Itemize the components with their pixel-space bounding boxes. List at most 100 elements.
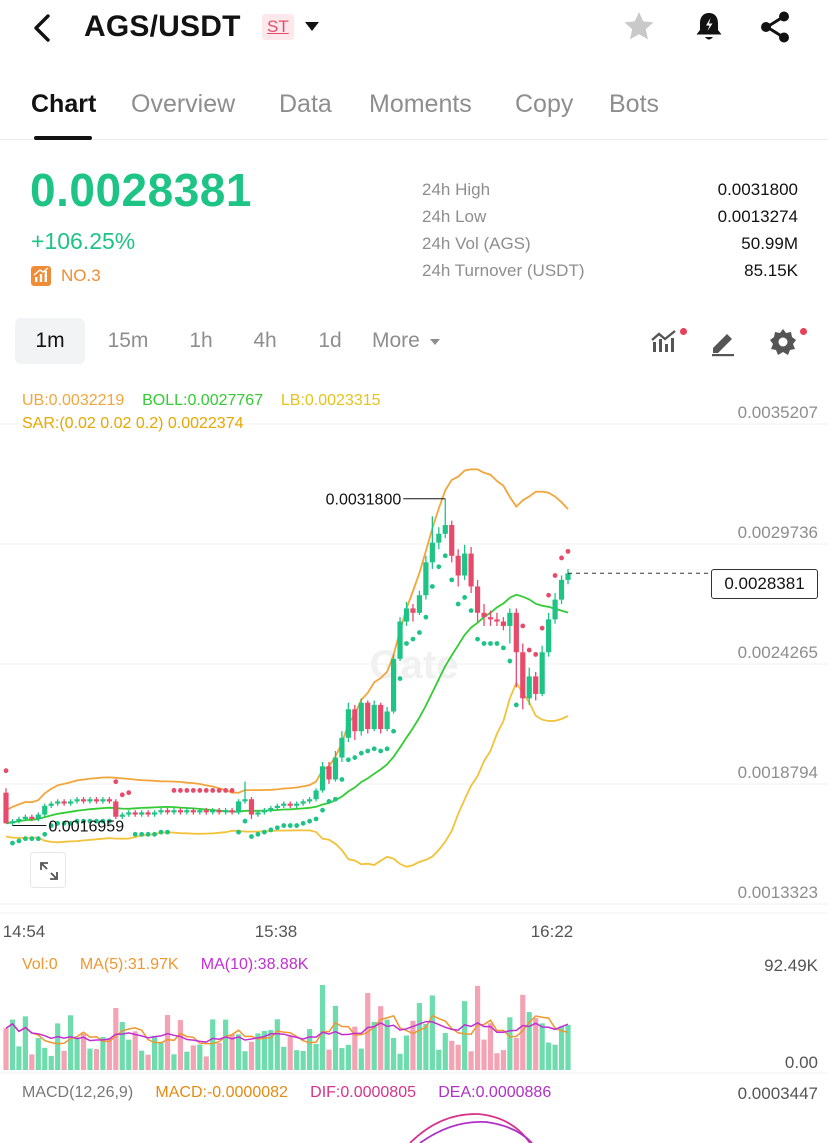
volume-bar	[242, 1051, 248, 1070]
candle	[371, 704, 377, 730]
candle	[455, 555, 461, 576]
macd-axis-max: 0.0003447	[738, 1084, 818, 1103]
candle	[474, 586, 481, 613]
sar-dot	[397, 676, 403, 681]
interval-4h[interactable]: 4h	[253, 329, 277, 352]
time-axis-label: 14:54	[3, 922, 46, 941]
candle	[332, 757, 339, 780]
volume-bar	[507, 1017, 513, 1070]
tab-copy[interactable]: Copy	[515, 90, 574, 118]
boll-lower-band	[5, 680, 569, 868]
interval-15m[interactable]: 15m	[107, 329, 149, 352]
interval-1h[interactable]: 1h	[189, 329, 213, 352]
sar-dot	[152, 831, 157, 837]
kline-chart[interactable]: 0.0035207 0.0029736 0.0024265 0.0018794 0.00…	[0, 380, 828, 1143]
volume-bar	[74, 1037, 80, 1070]
candle	[113, 801, 119, 817]
volume-bar	[449, 1040, 455, 1070]
tab-bots[interactable]: Bots	[609, 90, 660, 118]
sar-dot	[165, 829, 170, 835]
candle	[9, 821, 16, 824]
sar-dot	[333, 796, 338, 802]
candle	[468, 553, 474, 587]
volume-bar	[9, 1019, 16, 1070]
volume-bar	[281, 1046, 287, 1070]
price-alert-bell-icon[interactable]	[690, 8, 728, 46]
volume-bar	[61, 1050, 67, 1070]
candle	[300, 801, 306, 804]
candle	[294, 803, 300, 806]
sar-dot	[29, 836, 35, 842]
draw-pencil-icon[interactable]	[707, 326, 739, 358]
rank-badge[interactable]: NO.3	[31, 264, 101, 288]
candle	[235, 801, 242, 813]
sar-dot	[429, 584, 435, 589]
volume-bar	[558, 1026, 565, 1070]
volume-bar	[100, 1037, 106, 1070]
sar-dot	[449, 577, 455, 583]
interval-1d[interactable]: 1d	[318, 329, 342, 352]
sar-dot	[320, 807, 325, 813]
indicators-icon[interactable]	[648, 326, 680, 358]
sar-dot	[74, 818, 80, 824]
24h-stats: 24h High 0.0031800 24h Low 0.0013274 24h…	[422, 176, 798, 284]
volume-bar	[106, 1038, 112, 1070]
candle	[171, 810, 177, 813]
chart-settings-gear-icon[interactable]	[767, 326, 799, 358]
volume-bar	[87, 1048, 93, 1070]
sar-dot	[294, 823, 300, 828]
sar-dot	[281, 823, 287, 828]
volume-bar	[352, 1026, 358, 1070]
interval-1m[interactable]: 1m	[15, 318, 85, 364]
candle	[565, 573, 571, 580]
volume-bar	[390, 1037, 397, 1070]
back-icon[interactable]	[24, 8, 60, 48]
sar-dot	[55, 820, 61, 826]
sar-dot	[249, 834, 254, 839]
sar-dot	[526, 647, 532, 653]
tab-moments[interactable]: Moments	[369, 90, 472, 118]
sar-dot	[68, 820, 73, 826]
candle	[216, 810, 222, 813]
sar-dot	[513, 702, 519, 708]
sar-dot	[229, 788, 235, 793]
sar-dot	[106, 818, 112, 824]
candle	[307, 799, 313, 802]
candle	[507, 612, 513, 626]
candle	[281, 803, 287, 806]
candle	[378, 704, 384, 730]
kline-svg[interactable]: 0.0035207 0.0029736 0.0024265 0.0018794 0.00…	[0, 380, 828, 1143]
volume-bar	[307, 1029, 313, 1070]
sar-dot	[559, 555, 564, 561]
favorite-star-icon[interactable]	[620, 8, 658, 46]
candle	[358, 702, 364, 732]
interval-more-dropdown[interactable]: More	[372, 318, 441, 364]
sar-dot	[533, 652, 539, 657]
tab-overview[interactable]: Overview	[131, 90, 236, 118]
pair-dropdown-icon[interactable]	[304, 20, 320, 34]
candle	[139, 812, 145, 815]
candle	[177, 810, 184, 813]
tab-data[interactable]: Data	[279, 90, 332, 118]
fullscreen-expand-icon[interactable]	[30, 852, 66, 888]
candle	[203, 810, 209, 813]
notification-dot	[800, 328, 807, 335]
share-icon[interactable]	[756, 8, 794, 46]
sar-dot	[171, 788, 177, 793]
candle	[3, 792, 9, 824]
candle	[197, 810, 203, 813]
volume-bar	[126, 1039, 132, 1070]
sar-dot	[94, 818, 99, 824]
pair-title[interactable]: AGS/USDT	[84, 10, 241, 43]
candle	[242, 799, 248, 802]
volume-bar	[248, 1041, 255, 1070]
sar-dot	[132, 831, 138, 837]
st-badge: ST	[262, 14, 294, 40]
tab-chart[interactable]: Chart	[31, 90, 97, 118]
candle	[22, 816, 28, 819]
sar-dot	[352, 755, 358, 760]
time-axis-label: 16:22	[531, 922, 574, 941]
interval-more-label: More	[372, 329, 420, 352]
sar-dot	[520, 623, 526, 629]
sar-dot	[339, 777, 345, 782]
